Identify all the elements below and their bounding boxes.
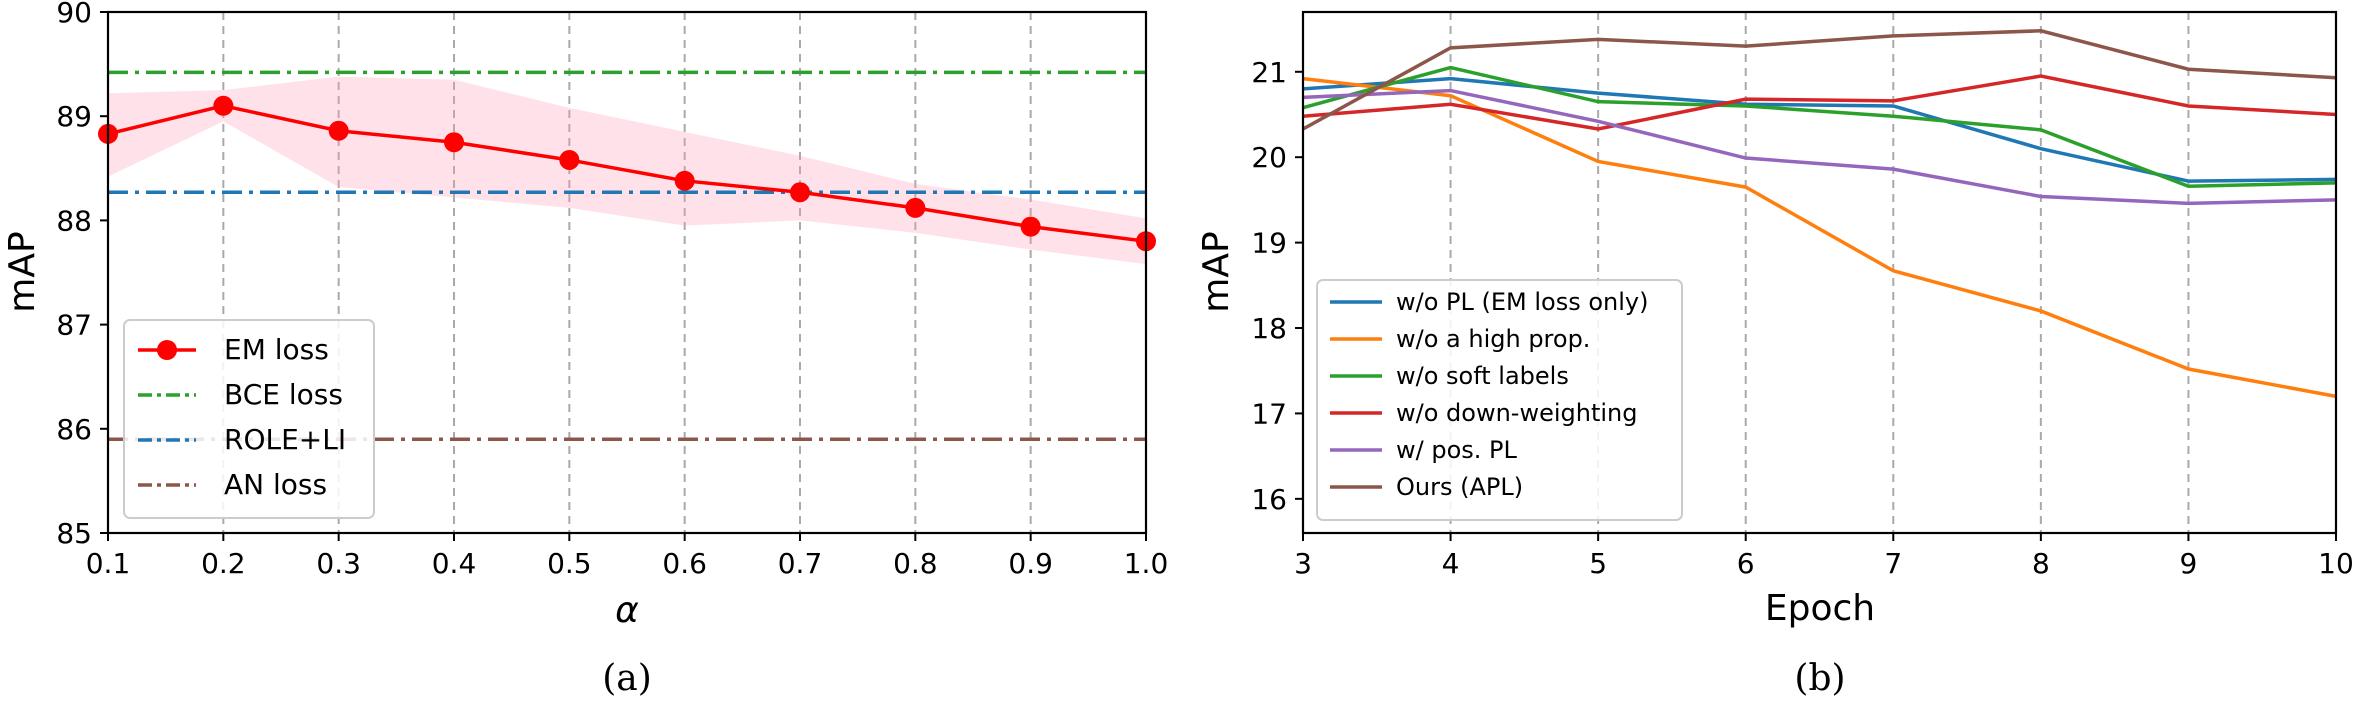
legend-w-pos-pl: w/ pos. PL	[1330, 436, 1517, 464]
svg-text:w/ pos. PL: w/ pos. PL	[1396, 436, 1517, 464]
legend-w-o-soft-labels: w/o soft labels	[1330, 362, 1569, 390]
y-tick-label: 85	[56, 517, 92, 550]
chart-a-frame	[106, 10, 1148, 535]
em-loss-point	[444, 132, 464, 153]
em-loss-line	[107, 103, 1147, 243]
svg-text:w/o PL (EM loss only): w/o PL (EM loss only)	[1396, 288, 1648, 316]
chart-b-x-label: Epoch	[1765, 588, 1875, 629]
y-tick-label: 90	[56, 0, 92, 29]
y-tick-label: 87	[56, 309, 92, 342]
chart-b: 3 4 5 6 7 8 9 10 16 17 18 19 20 21 Epoch mAP (b) w/o…	[1196, 10, 2354, 699]
x-tick-label: 6	[1737, 547, 1755, 580]
legend-w-o-down-weighting: w/o down-weighting	[1330, 399, 1637, 427]
x-tick-label: 0.7	[778, 547, 823, 580]
chart-b-x-ticks: 3 4 5 6 7 8 9 10	[1294, 533, 2354, 580]
series-w-pos-pl-line	[1302, 88, 2337, 206]
x-tick-label: 4	[1442, 547, 1460, 580]
legend-an-loss: AN loss	[138, 468, 327, 501]
em-loss-point	[674, 170, 695, 191]
x-tick-label: 5	[1589, 547, 1607, 580]
x-tick-label: 0.8	[893, 547, 938, 580]
chart-b-caption: (b)	[1794, 658, 1845, 699]
legend-w-o-pl-em-loss-only: w/o PL (EM loss only)	[1330, 288, 1648, 316]
x-tick-label: 0.4	[432, 547, 477, 580]
em-loss-point	[1020, 216, 1041, 237]
x-tick-label: 10	[2318, 547, 2354, 580]
em-loss-point	[559, 149, 580, 170]
y-tick-label: 19	[1251, 227, 1287, 260]
y-tick-label: 20	[1251, 141, 1287, 174]
x-tick-label: 0.6	[662, 547, 707, 580]
legend-ours-apl: Ours (APL)	[1330, 473, 1523, 501]
svg-text:w/o soft labels: w/o soft labels	[1396, 362, 1569, 390]
legend-em-loss: EM loss	[138, 333, 329, 366]
x-tick-label: 0.5	[547, 547, 592, 580]
chart-b-legend: w/o PL (EM loss only) w/o a high prop. w/o…	[1316, 279, 1683, 521]
em-loss-point	[905, 197, 926, 218]
em-loss-point	[790, 182, 810, 203]
chart-a-x-ticks: 0.1 0.2 0.3 0.4 0.5 0.6 0.7 0.8 0.9 1.0	[86, 533, 1169, 580]
y-tick-label: 18	[1251, 312, 1287, 345]
chart-b-y-label: mAP	[1196, 231, 1237, 312]
series-w-o-pl-em-loss-only-line	[1302, 76, 2337, 183]
series-w-o-soft-labels-line	[1302, 65, 2337, 188]
svg-text:w/o down-weighting: w/o down-weighting	[1396, 399, 1637, 427]
y-tick-label: 21	[1251, 56, 1287, 89]
legend-w-o-a-high-prop: w/o a high prop.	[1330, 325, 1590, 353]
chart-a-y-ticks: 85 86 87 88 89 90	[56, 0, 108, 550]
y-tick-label: 86	[56, 413, 92, 446]
svg-text:AN loss: AN loss	[224, 468, 327, 501]
em-loss-point	[213, 95, 234, 116]
chart-b-y-ticks: 16 17 18 19 20 21	[1251, 56, 1303, 516]
x-tick-label: 9	[2180, 547, 2198, 580]
y-tick-label: 16	[1251, 483, 1287, 516]
y-tick-label: 88	[56, 204, 92, 237]
x-tick-label: 0.2	[201, 547, 246, 580]
series-ours-apl-line	[1302, 29, 2337, 131]
x-tick-label: 0.9	[1008, 547, 1053, 580]
x-tick-label: 0.1	[86, 547, 131, 580]
legend-role-li: ROLE+LI	[138, 423, 346, 456]
chart-a: 0.1 0.2 0.3 0.4 0.5 0.6 0.7 0.8 0.9 1.0 858687888…	[2, 0, 1168, 699]
x-tick-label: 0.3	[316, 547, 361, 580]
svg-text:EM loss: EM loss	[224, 333, 329, 366]
x-tick-label: 8	[2032, 547, 2050, 580]
svg-text:w/o a high prop.: w/o a high prop.	[1396, 325, 1590, 353]
svg-text:Ours (APL): Ours (APL)	[1396, 473, 1523, 501]
x-tick-label: 1.0	[1124, 547, 1169, 580]
legend-bce-loss: BCE loss	[138, 378, 343, 411]
em-loss-markers	[98, 95, 1156, 252]
x-tick-label: 3	[1294, 547, 1312, 580]
y-tick-label: 17	[1251, 397, 1287, 430]
svg-text:BCE loss: BCE loss	[224, 378, 343, 411]
chart-b-frame	[1301, 10, 2338, 535]
chart-a-caption: (a)	[602, 658, 652, 699]
em-loss-point	[328, 120, 349, 141]
chart-a-x-label: α	[615, 590, 639, 631]
x-tick-label: 7	[1884, 547, 1902, 580]
chart-a-legend: EM loss BCE loss ROLE+LI AN loss	[123, 319, 375, 519]
svg-text:ROLE+LI: ROLE+LI	[224, 423, 346, 456]
series-w-o-down-weighting-line	[1302, 74, 2337, 131]
y-tick-label: 89	[56, 100, 92, 133]
chart-b-series	[1302, 29, 2337, 399]
chart-a-y-label: mAP	[2, 231, 43, 312]
